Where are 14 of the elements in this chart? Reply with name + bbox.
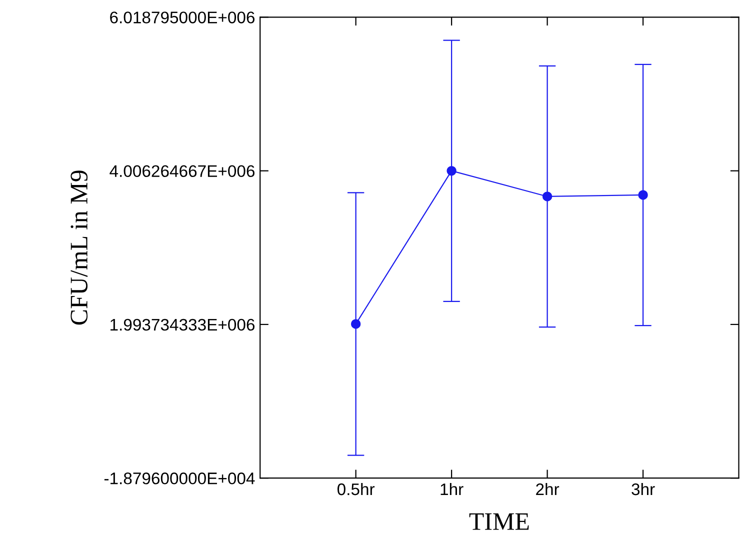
point <box>350 319 361 329</box>
point <box>638 190 648 200</box>
point <box>446 166 456 176</box>
y-tick-label: 1.993734333E+006 <box>110 318 255 331</box>
y-tick-label: -1.879600000E+004 <box>104 472 255 484</box>
y-tick-label: 4.006264667E+006 <box>110 165 255 178</box>
x-tick-label: 3hr <box>632 482 655 496</box>
point <box>542 192 552 202</box>
y-axis-title: CFU/mL in M9 <box>70 170 88 325</box>
x-tick-label: 0.5hr <box>337 482 375 496</box>
x-axis-title: TIME <box>469 513 529 530</box>
y-tick-label: 6.018795000E+006 <box>110 12 255 24</box>
x-tick-label: 2hr <box>536 482 560 496</box>
x-tick-label: 1hr <box>440 482 464 496</box>
